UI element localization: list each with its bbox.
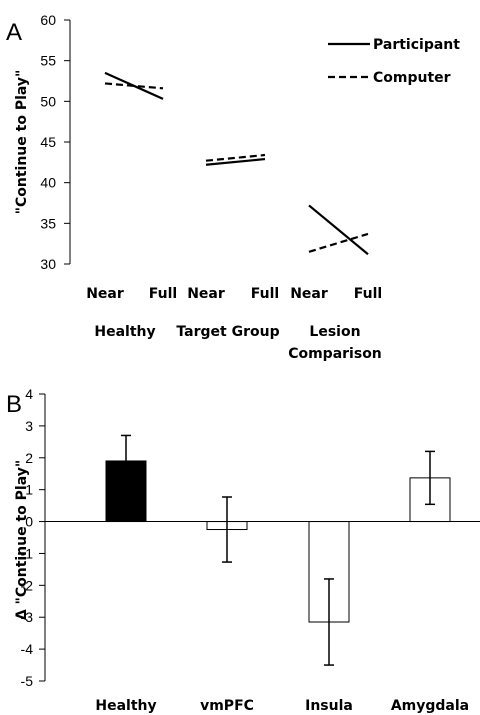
- panel-b-letter: B: [6, 391, 22, 418]
- panel-a-group-label: Comparison: [288, 346, 382, 362]
- panel-a-computer-line: [205, 153, 266, 162]
- panel-b-y-tick-label: 2: [25, 450, 33, 466]
- panel-b-y-tick-label: 3: [25, 418, 33, 434]
- panel-b-y-tick-label: -5: [21, 673, 34, 689]
- legend-participant-label: Participant: [373, 37, 460, 53]
- panel-b-category-label: Healthy: [95, 698, 156, 714]
- panel-a-letter: A: [6, 19, 22, 46]
- panel-b-y-tick-label: 1: [25, 482, 33, 498]
- panel-a-y-tick-label: 60: [40, 12, 56, 28]
- panel-a-y-tick-label: 45: [40, 134, 56, 150]
- panel-a-participant-line: [205, 157, 266, 166]
- panel-a-condition-label: Near: [187, 286, 225, 302]
- panel-a-computer-line: [104, 82, 164, 90]
- panel-a-computer-line: [308, 232, 369, 253]
- panel-a-y-tick-label: 55: [40, 53, 56, 69]
- panel-a-participant-line: [308, 204, 369, 256]
- panel-a-condition-label: Near: [290, 286, 328, 302]
- panel-b-category-label: vmPFC: [200, 698, 254, 714]
- panel-b-y-tick-label: -1: [21, 545, 34, 561]
- panel-b-y-tick-label: -2: [21, 577, 34, 593]
- panel-b-y-tick-label: 4: [25, 386, 33, 402]
- panel-a-y-tick-label: 30: [40, 256, 56, 272]
- panel-a-y-tick-label: 40: [40, 175, 56, 191]
- panel-a-condition-label: Near: [86, 286, 124, 302]
- panel-a-y-axis-title: "Continue to Play": [14, 70, 30, 215]
- panel-a-participant-line: [104, 71, 164, 100]
- panel-a-condition-label: Full: [251, 286, 279, 302]
- panel-b-category-label: Insula: [305, 698, 353, 714]
- panel-b-y-tick-label: 0: [25, 514, 33, 530]
- panel-a-y-tick-label: 50: [40, 93, 56, 109]
- panel-a-group-label: Healthy: [94, 324, 155, 340]
- panel-b-y-tick-label: -3: [21, 609, 34, 625]
- panel-a-y-tick-label: 35: [40, 215, 56, 231]
- panel-a-condition-label: Full: [149, 286, 177, 302]
- panel-a-group-label: Target Group: [176, 324, 279, 340]
- legend-computer-label: Computer: [373, 70, 451, 86]
- panel-b-category-label: Amygdala: [391, 698, 469, 714]
- panel-b-y-tick-label: -4: [21, 641, 34, 657]
- panel-a-condition-label: Full: [354, 286, 382, 302]
- panel-b-y-axis-title: Δ "Continue to Play": [14, 460, 30, 620]
- panel-a-group-label: Lesion: [309, 324, 360, 340]
